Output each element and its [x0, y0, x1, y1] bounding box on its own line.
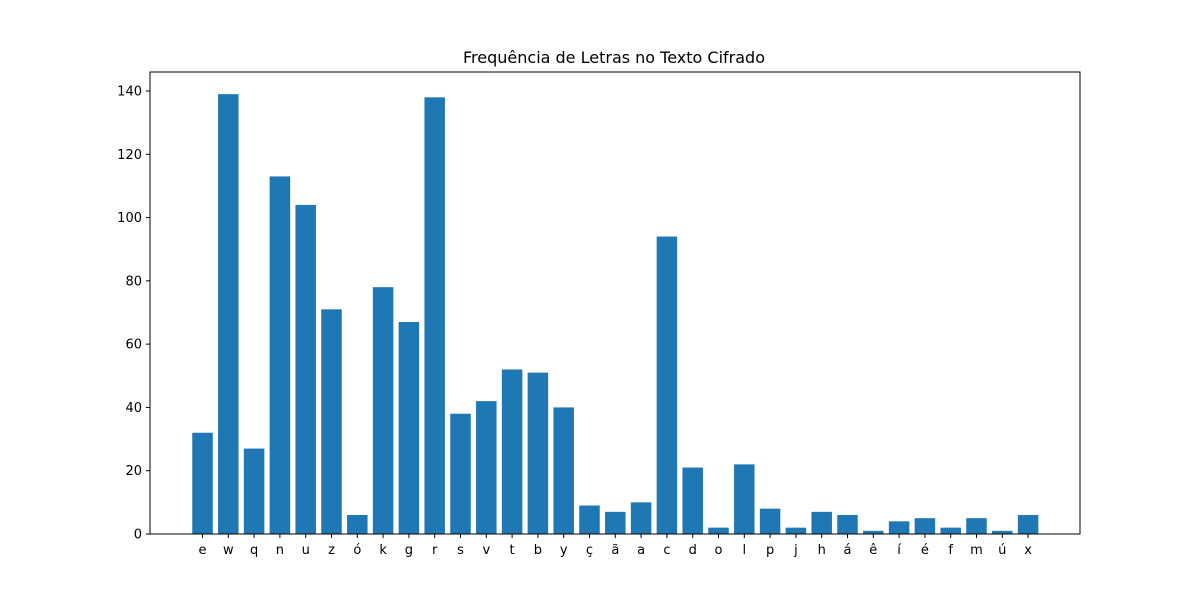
bar-d: [682, 467, 703, 534]
bar-e: [192, 432, 213, 534]
x-tick-label: v: [482, 543, 490, 558]
y-tick-label: 60: [125, 338, 142, 353]
x-tick-label: p: [766, 543, 774, 558]
x-tick-label: ç: [586, 543, 593, 558]
bar-j: [785, 527, 807, 534]
x-tick-label: m: [970, 543, 983, 558]
x-tick-label: n: [276, 543, 284, 558]
x-tick-label: t: [510, 543, 515, 558]
bar-h: [811, 511, 832, 534]
x-tick-label: d: [689, 543, 697, 558]
bar-ê: [863, 530, 884, 534]
bar-é: [914, 518, 936, 534]
bar-z: [321, 309, 342, 534]
chart-title: Frequência de Letras no Texto Cifrado: [463, 48, 765, 67]
y-tick-label: 100: [117, 211, 142, 226]
x-tick-label: ã: [611, 543, 619, 558]
bar-ú: [992, 530, 1013, 534]
bar-g: [398, 321, 420, 534]
x-tick-label: l: [742, 543, 746, 558]
x-tick-label: x: [1024, 543, 1032, 558]
x-tick-label: g: [405, 543, 413, 558]
x-tick-label: w: [223, 543, 234, 558]
bar-b: [527, 372, 549, 534]
bar-r: [424, 97, 445, 534]
y-tick-label: 40: [125, 401, 142, 416]
y-axis: 0 20 40 60 80 100 120 140: [117, 84, 150, 543]
x-tick-label: j: [793, 543, 798, 558]
x-tick-label: é: [921, 543, 929, 558]
y-tick-label: 120: [117, 148, 142, 163]
bar-q: [243, 448, 265, 534]
x-tick-label: ú: [998, 543, 1006, 558]
x-tick-label: e: [199, 543, 207, 558]
y-tick-label: 20: [125, 464, 142, 479]
bar-c: [656, 236, 678, 535]
x-tick-label: b: [534, 543, 542, 558]
bar-í: [888, 521, 910, 534]
bar-k: [372, 287, 394, 534]
bar-n: [269, 176, 291, 535]
x-tick-label: í: [897, 543, 901, 558]
bar-ó: [347, 515, 368, 534]
bar-u: [295, 204, 316, 534]
x-tick-label: q: [250, 543, 258, 558]
x-tick-label: c: [663, 543, 670, 558]
x-tick-label: á: [844, 543, 852, 558]
bar-ç: [579, 505, 600, 534]
x-tick-label: z: [328, 543, 335, 558]
bar-w: [218, 94, 239, 535]
bar-l: [734, 464, 755, 534]
bar-f: [940, 527, 961, 534]
bar-y: [553, 407, 574, 534]
bar-o: [708, 527, 729, 534]
x-tick-label: s: [457, 543, 464, 558]
bar-v: [476, 401, 497, 534]
bar-x: [1017, 515, 1039, 534]
x-tick-label: f: [948, 543, 953, 558]
bars-group: [192, 94, 1039, 535]
x-tick-label: ê: [869, 543, 877, 558]
x-tick-label: k: [379, 543, 387, 558]
x-tick-label: r: [432, 543, 438, 558]
bar-á: [837, 515, 858, 534]
bar-a: [630, 502, 652, 534]
y-tick-label: 140: [117, 84, 142, 99]
x-tick-label: ó: [353, 543, 361, 558]
bar-t: [501, 369, 523, 534]
bar-p: [759, 508, 781, 534]
x-tick-label: u: [302, 543, 310, 558]
bar-m: [966, 518, 987, 534]
plot-frame: [149, 71, 1081, 535]
x-tick-label: h: [818, 543, 826, 558]
x-tick-label: a: [637, 543, 645, 558]
x-tick-label: y: [560, 543, 568, 558]
x-tick-label: o: [715, 543, 723, 558]
y-tick-label: 80: [125, 274, 142, 289]
y-tick-label: 0: [134, 528, 142, 543]
bar-ã: [605, 511, 626, 534]
bar-s: [450, 413, 471, 534]
